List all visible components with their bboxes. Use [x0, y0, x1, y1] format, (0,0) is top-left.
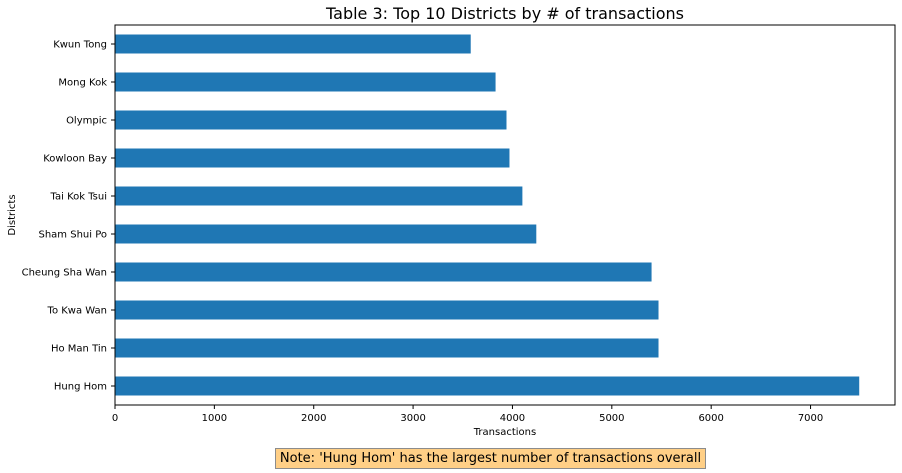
y-tick-label: Olympic — [66, 116, 107, 127]
x-tick-label: 7000 — [798, 413, 823, 424]
note-text: Note: 'Hung Hom' has the largest number … — [279, 451, 702, 466]
bar — [115, 72, 496, 92]
bar — [115, 338, 659, 358]
y-tick-label: Kowloon Bay — [43, 154, 107, 165]
bar — [115, 376, 860, 396]
bar — [115, 34, 471, 54]
note-box: Note: 'Hung Hom' has the largest number … — [275, 448, 706, 469]
x-tick-label: 2000 — [301, 413, 326, 424]
bar — [115, 224, 537, 244]
y-tick-label: Cheung Sha Wan — [22, 268, 107, 279]
y-tick-group: Kwun Tong Mong Kok Olympic Kowloon Bay Tai K… — [22, 40, 115, 393]
bar — [115, 300, 659, 320]
y-tick-label: Tai Kok Tsui — [50, 192, 107, 203]
x-axis-label: Transactions — [473, 427, 536, 438]
y-axis-label: Districts — [7, 194, 18, 235]
y-tick-label: Kwun Tong — [53, 40, 107, 51]
bar — [115, 262, 652, 282]
x-tick-label: 0 — [112, 413, 118, 424]
x-tick-label: 4000 — [500, 413, 525, 424]
x-tick-group: 0 1000 2000 3000 4000 5000 6000 7000 — [112, 405, 823, 424]
x-tick-label: 5000 — [599, 413, 624, 424]
bar — [115, 148, 510, 168]
x-tick-label: 1000 — [202, 413, 227, 424]
y-tick-label: Hung Hom — [54, 382, 107, 393]
x-tick-label: 6000 — [698, 413, 723, 424]
y-tick-label: Ho Man Tin — [51, 344, 107, 355]
y-tick-label: Sham Shui Po — [38, 230, 107, 241]
bar-group — [115, 34, 860, 396]
bar — [115, 110, 507, 130]
chart-title: Table 3: Top 10 Districts by # of transa… — [325, 4, 684, 23]
y-tick-label: Mong Kok — [58, 78, 107, 89]
y-tick-label: To Kwa Wan — [47, 306, 107, 317]
plot-frame — [114, 24, 896, 406]
bar — [115, 186, 523, 206]
x-tick-label: 3000 — [400, 413, 425, 424]
